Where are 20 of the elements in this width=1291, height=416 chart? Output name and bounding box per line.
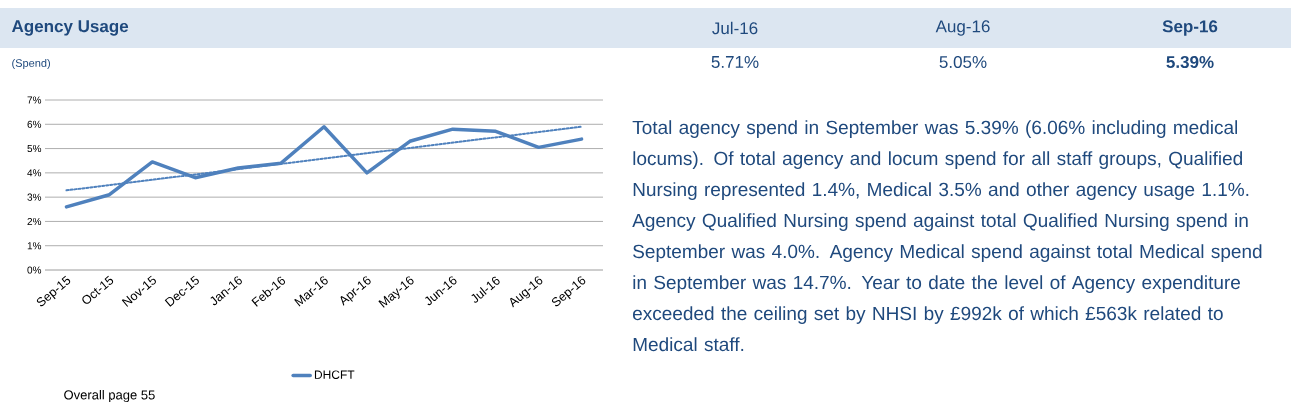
text: 5.71% <box>711 56 759 68</box>
y-tick-label: 5% <box>27 145 42 153</box>
line-series <box>64 124 584 209</box>
text: Jul-16 <box>712 21 758 35</box>
y-tick-label: 2% <box>27 217 42 225</box>
y-tick-label: 0% <box>27 266 42 274</box>
text: 5.39% <box>1166 55 1214 69</box>
text: Overall page 55 <box>64 389 155 403</box>
chart-title: Agency Usage <box>11 20 129 36</box>
y-tick-label: 3% <box>27 193 42 201</box>
y-tick-label: 6% <box>27 120 42 128</box>
text: 5.05% <box>939 55 987 69</box>
legend-label: DHCFT <box>314 370 355 379</box>
y-tick-label: 4% <box>27 169 42 177</box>
text: Sep-16 <box>1162 20 1218 36</box>
chart-subtitle: (Spend) <box>12 58 50 70</box>
text: Total agency spend in September was 5.39% (6.06% including medical locums). Of total agency and locum spend for all staff groups, Qualified Nursing represented 1.4%, Medical 3.5% and other agency usage 1.1%. Agency Qualified Nursing spend against total Qualified Nursing spend in September was 4.0%. Agency Medical spend against total Medical spend in September was 14.7%. Year to date the level of Agency expenditure exceeded the ceiling set by NHSI by £992k of which £563k related to Medical staff. <box>632 120 1262 352</box>
text: Aug-16 <box>935 20 990 36</box>
y-tick-label: 7% <box>27 96 42 104</box>
y-tick-label: 1% <box>27 242 42 250</box>
